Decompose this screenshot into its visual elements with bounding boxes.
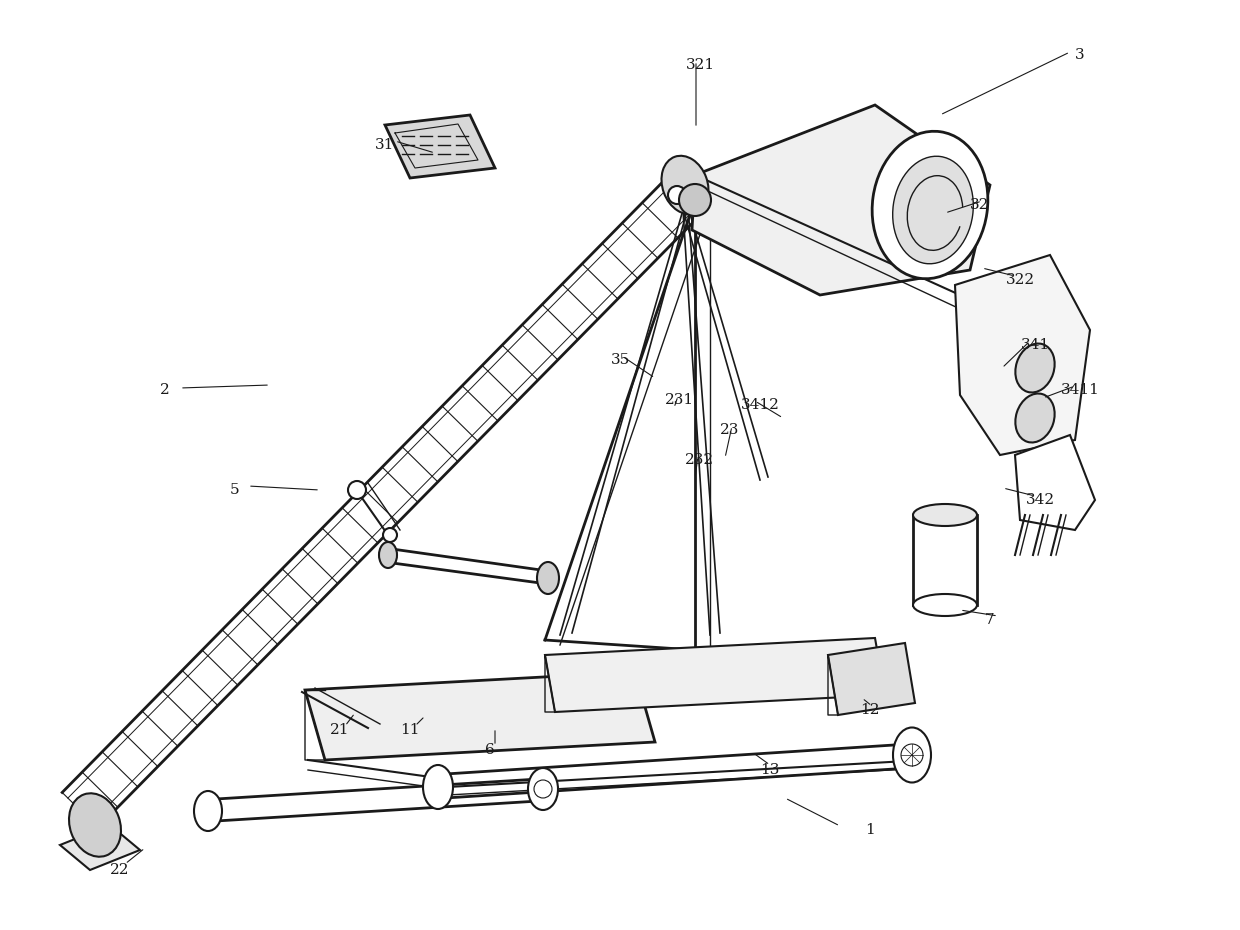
Ellipse shape	[423, 765, 453, 809]
Text: 12: 12	[861, 703, 879, 717]
Text: 341: 341	[1021, 338, 1049, 352]
Circle shape	[383, 528, 397, 542]
Circle shape	[901, 744, 923, 766]
Text: 3412: 3412	[740, 398, 780, 412]
Text: 231: 231	[666, 393, 694, 407]
Text: 1: 1	[866, 823, 875, 837]
Text: 32: 32	[971, 198, 990, 212]
Text: 7: 7	[986, 613, 994, 627]
Ellipse shape	[379, 542, 397, 568]
Ellipse shape	[913, 594, 977, 616]
Ellipse shape	[893, 156, 973, 264]
Polygon shape	[955, 255, 1090, 455]
Ellipse shape	[661, 156, 708, 214]
Text: 3411: 3411	[1060, 383, 1100, 397]
Text: 11: 11	[401, 723, 420, 737]
Text: 22: 22	[110, 863, 130, 877]
Ellipse shape	[193, 791, 222, 831]
Ellipse shape	[893, 727, 931, 782]
Text: 21: 21	[330, 723, 350, 737]
Circle shape	[534, 780, 552, 798]
Text: 322: 322	[1006, 273, 1034, 287]
Polygon shape	[913, 515, 977, 605]
Ellipse shape	[537, 562, 559, 594]
Circle shape	[668, 186, 686, 204]
Polygon shape	[60, 825, 140, 870]
Polygon shape	[692, 105, 990, 295]
Text: 13: 13	[760, 763, 780, 777]
Ellipse shape	[528, 768, 558, 810]
Text: 6: 6	[485, 743, 495, 757]
Text: 2: 2	[160, 383, 170, 397]
Text: 3: 3	[1075, 48, 1085, 62]
Text: 23: 23	[720, 423, 740, 437]
Text: 31: 31	[376, 138, 394, 152]
Text: 35: 35	[610, 353, 630, 367]
Text: 342: 342	[1025, 493, 1054, 507]
Ellipse shape	[69, 793, 122, 857]
Text: 321: 321	[686, 58, 714, 72]
Circle shape	[348, 481, 366, 499]
Ellipse shape	[1016, 343, 1055, 392]
Polygon shape	[305, 672, 655, 760]
Ellipse shape	[913, 504, 977, 526]
Polygon shape	[1016, 435, 1095, 530]
Text: 5: 5	[231, 483, 239, 497]
Polygon shape	[828, 643, 915, 715]
Polygon shape	[384, 115, 495, 178]
Circle shape	[680, 184, 711, 216]
Ellipse shape	[872, 131, 988, 279]
Ellipse shape	[1016, 393, 1055, 443]
Text: 232: 232	[686, 453, 714, 467]
Polygon shape	[546, 638, 885, 712]
